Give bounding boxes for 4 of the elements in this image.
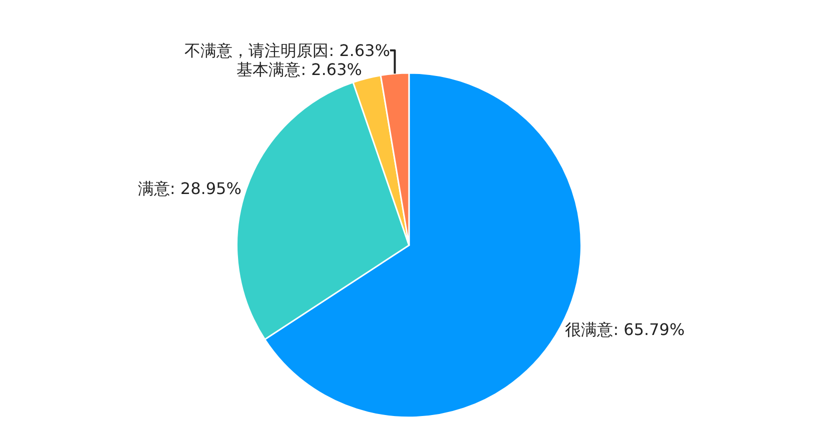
slice-label: 基本满意: 2.63%: [236, 60, 362, 79]
slice-label: 不满意，请注明原因: 2.63%: [184, 40, 390, 60]
slice-label: 很满意: 65.79%: [565, 320, 685, 339]
slice-label: 满意: 28.95%: [138, 178, 242, 198]
